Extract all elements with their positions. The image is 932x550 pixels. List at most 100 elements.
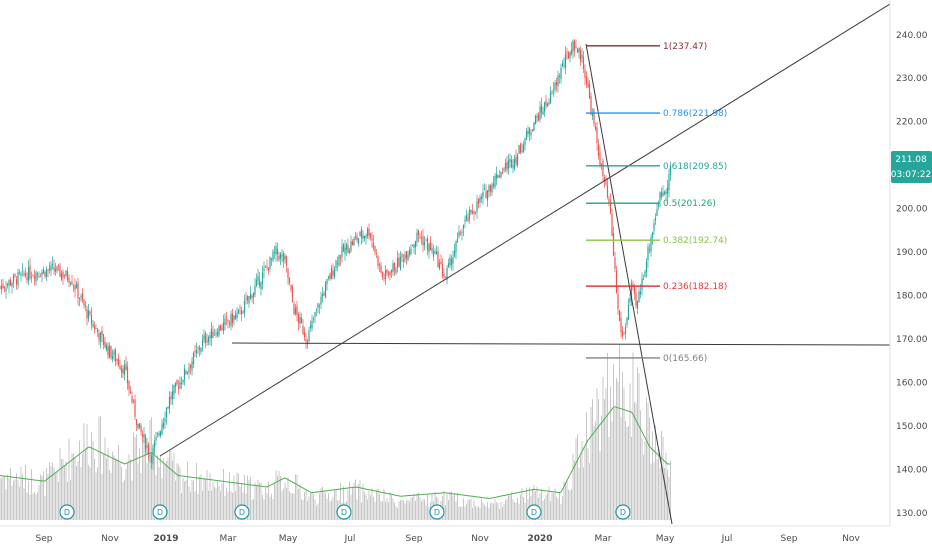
candle-body — [36, 273, 39, 275]
candle-body — [125, 363, 127, 370]
volume-bar — [295, 474, 296, 520]
horizontal-support-line[interactable] — [231, 342, 891, 346]
candle-body — [311, 320, 313, 329]
volume-bar — [605, 388, 607, 520]
candle-body — [123, 365, 126, 375]
price-axis[interactable]: 240.00230.00220.00210.00200.00190.00180.… — [896, 31, 928, 519]
candle-body — [300, 317, 303, 323]
time-axis[interactable]: Sep Nov 2019 Mar May Jul Sep Nov 2020 Mar May Jul Se… — [36, 534, 861, 544]
volume-bar — [29, 495, 31, 520]
dividend-marker[interactable]: D — [615, 504, 631, 520]
volume-bar — [581, 441, 583, 520]
candle-body — [98, 333, 100, 340]
candle-body — [143, 433, 145, 438]
candle-body — [638, 291, 640, 303]
volume-bar — [458, 506, 460, 520]
candle-body — [663, 191, 666, 195]
candle-body — [633, 285, 636, 294]
volume-bar — [370, 495, 371, 520]
volume-bar — [124, 479, 125, 520]
volume-bar — [395, 506, 397, 520]
volume-bar — [248, 480, 250, 520]
volume-bar — [164, 465, 166, 520]
dividend-marker[interactable]: D — [526, 504, 542, 520]
volume-bar — [35, 494, 37, 520]
volume-bar — [421, 501, 422, 520]
trend-drawings[interactable] — [159, 3, 891, 525]
volume-bar — [409, 501, 410, 520]
candle-body — [608, 198, 610, 203]
dividend-marker[interactable]: D — [429, 504, 445, 520]
candle-body — [315, 309, 318, 311]
fibonacci-retracement[interactable]: 1(237.47) 0.786(221.98) 0.618(209.85) 0.5(2… — [586, 42, 727, 364]
volume-bar — [406, 500, 407, 520]
trendline-2019-rising[interactable] — [159, 3, 891, 457]
volume-bar — [307, 500, 308, 520]
volume-bar — [65, 461, 67, 520]
candle-body — [24, 273, 27, 276]
candle-body — [119, 365, 121, 370]
volume-bar — [154, 434, 155, 520]
volume-bar — [491, 502, 493, 520]
volume-bar — [557, 498, 559, 520]
volume-bar — [106, 458, 107, 520]
candle-body — [458, 231, 460, 237]
volume-bar — [488, 508, 490, 520]
volume-bar — [193, 480, 194, 520]
candle-body — [171, 391, 174, 400]
volume-bar — [254, 482, 256, 520]
candle-body — [138, 423, 141, 428]
trendline-2020-drop[interactable] — [585, 43, 673, 525]
candle-body — [416, 232, 418, 242]
volume-bar — [611, 421, 613, 520]
candle-body — [525, 131, 528, 140]
candle-body — [302, 325, 304, 334]
volume-bar — [635, 403, 637, 520]
volume-bar — [631, 436, 632, 520]
volume-bar — [118, 444, 119, 520]
volume-bar — [643, 454, 644, 520]
candle-body — [144, 436, 147, 450]
volume-bar — [71, 453, 73, 520]
volume-bar — [133, 432, 134, 520]
candle-body — [651, 232, 654, 238]
volume-bar — [229, 472, 230, 520]
volume-bar — [226, 487, 227, 520]
candle-body — [267, 267, 270, 271]
volume-bar — [268, 481, 269, 520]
dividend-marker[interactable]: D — [152, 504, 168, 520]
dividend-marker[interactable]: D — [336, 504, 352, 520]
volume-bar — [107, 448, 109, 520]
candle-body — [260, 282, 262, 290]
candle-body — [99, 332, 102, 342]
price-tick-label: 170.00 — [896, 335, 928, 345]
candle-body — [338, 254, 340, 266]
volume-bar — [49, 462, 50, 520]
volume-bar — [394, 502, 395, 520]
candle-body — [587, 82, 589, 88]
volume-bar — [244, 474, 245, 520]
candle-body — [443, 274, 445, 278]
candle-body — [203, 335, 205, 341]
candle-body — [498, 175, 501, 177]
candle-body — [564, 53, 567, 69]
candle-body — [282, 253, 285, 262]
candle-body — [200, 348, 202, 353]
volume-bar — [497, 503, 499, 520]
candle-body — [128, 381, 130, 390]
volume-bar — [247, 475, 248, 520]
candle-body — [74, 285, 76, 291]
volume-bar — [110, 472, 112, 520]
dividend-marker[interactable]: D — [59, 504, 75, 520]
candle-body — [111, 355, 114, 359]
candle-body — [236, 312, 238, 318]
volume-bar — [449, 491, 451, 520]
volume-bar — [175, 480, 176, 520]
candle-body — [654, 217, 657, 221]
dividend-marker[interactable]: D — [234, 504, 250, 520]
candle-body — [224, 318, 226, 325]
volume-bar — [479, 507, 481, 520]
price-tick-label: 230.00 — [896, 74, 928, 84]
